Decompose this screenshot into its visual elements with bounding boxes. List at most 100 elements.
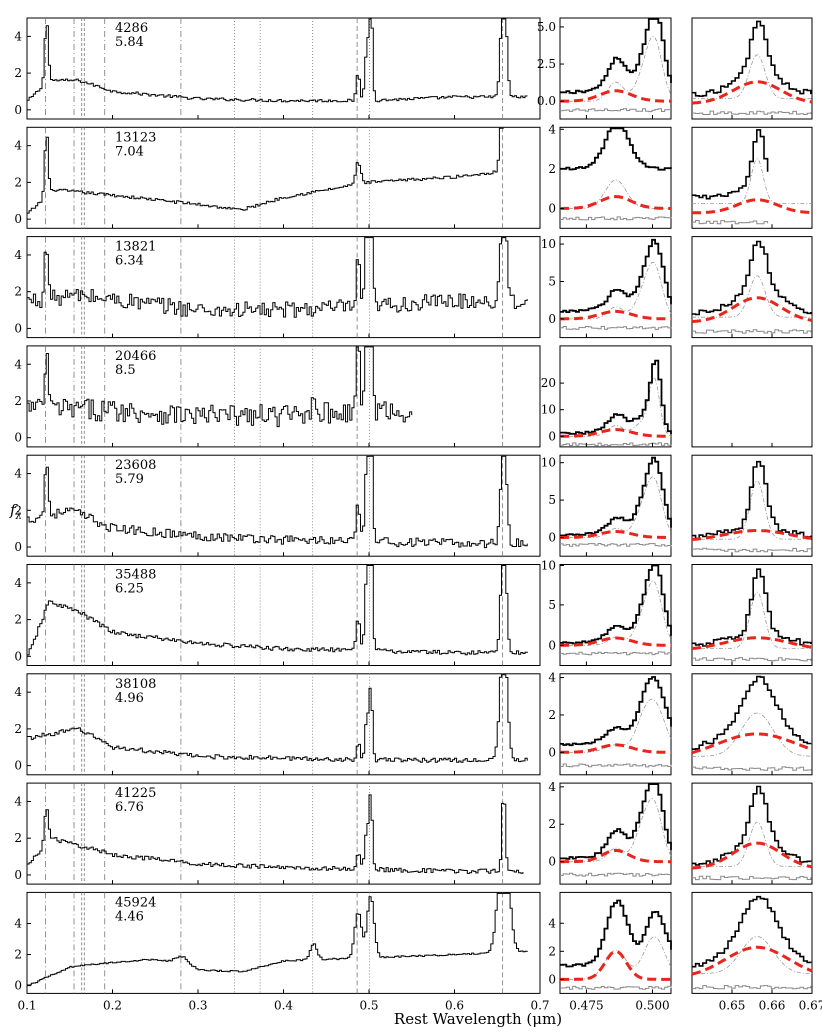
residual-line <box>560 651 672 656</box>
x-tick-label: 0.4 <box>274 998 293 1012</box>
y-tick-label: 10 <box>541 237 556 251</box>
object-id-label: 45924 <box>115 895 156 910</box>
y-tick-label: 4 <box>14 794 22 808</box>
halpha-panel <box>691 673 813 776</box>
y-tick-label: 4 <box>14 467 22 481</box>
object-id-label: 23608 <box>115 458 156 473</box>
hbeta-oiii-panel: 0.0 2.5 5.0 <box>537 17 672 120</box>
hbeta-oiii-panel: 0 10 20 <box>541 345 672 448</box>
y-tick-label: 10 <box>541 456 556 470</box>
y-tick-label: 0 <box>14 759 22 773</box>
ha-spectrum-line <box>692 460 812 540</box>
y-tick-label: 10 <box>541 559 556 573</box>
panel-frame <box>559 236 672 339</box>
y-tick-label: 2 <box>548 162 556 176</box>
ha-spectrum-line <box>692 240 812 316</box>
residual-line <box>692 657 812 662</box>
y-tick-label: 4 <box>14 248 22 262</box>
narrow-model-line <box>692 480 812 540</box>
hbeta-oiii-panel: 0 2 4 <box>548 671 672 776</box>
broad-component-line <box>560 428 672 438</box>
x-tick-label: 0.67 <box>799 998 822 1012</box>
narrow-model-line <box>692 936 813 975</box>
ha-spectrum-line <box>692 895 812 968</box>
redshift-label: 7.04 <box>115 144 144 159</box>
y-tick-label: 4 <box>14 357 22 371</box>
broad-component-line <box>560 636 671 647</box>
y-tick-label: 4 <box>14 29 22 43</box>
y-tick-label: 2 <box>14 831 22 845</box>
panel-frame <box>26 345 541 448</box>
redshift-label: 6.34 <box>115 254 144 269</box>
y-tick-label: 2 <box>14 722 22 736</box>
y-tick-label: 0 <box>548 745 556 759</box>
spectrum-line <box>27 127 504 214</box>
y-tick-label: 0 <box>14 540 22 554</box>
residual-line <box>692 766 812 771</box>
object-id-label: 38108 <box>115 677 156 692</box>
x-tick-label: 0.500 <box>635 998 669 1012</box>
x-tick-label: 0.3 <box>188 998 207 1012</box>
redshift-label: 8.5 <box>115 363 136 378</box>
ha-spectrum-line <box>692 785 812 866</box>
x-tick-label: 0.1 <box>17 998 36 1012</box>
narrow-model-line <box>692 158 812 204</box>
y-tick-label: 0 <box>14 212 22 226</box>
x-tick-label: 0.475 <box>569 998 603 1012</box>
y-tick-label: 2 <box>14 394 22 408</box>
hb-spectrum-line <box>560 676 672 747</box>
hbeta-oiii-panel: 0 2 4 0.475 0.500 <box>548 891 672 1012</box>
y-axis-label: fλ <box>9 501 22 522</box>
y-tick-label: 0 <box>14 321 22 335</box>
object-id-label: 20466 <box>115 349 156 364</box>
residual-line <box>692 547 812 553</box>
residual-line <box>560 543 672 547</box>
broad-component-line <box>691 296 813 324</box>
x-tick-label: 0.2 <box>103 998 122 1012</box>
hbeta-oiii-panel: 0 5 10 <box>541 559 672 666</box>
hb-spectrum-line <box>560 18 672 95</box>
y-tick-label: 0 <box>14 431 22 445</box>
residual-line <box>560 216 672 221</box>
broad-component-line <box>560 743 671 754</box>
hbeta-oiii-panel: 0 2 4 <box>548 780 672 885</box>
object-id-label: 4286 <box>115 21 148 36</box>
y-tick-label: 2 <box>14 66 22 80</box>
y-tick-label: 0 <box>14 979 22 993</box>
y-tick-label: 4 <box>14 685 22 699</box>
ha-spectrum-line <box>692 568 812 647</box>
broad-component-line <box>559 89 672 103</box>
y-tick-label: 0 <box>548 429 556 443</box>
panel-frame <box>26 891 541 994</box>
hbeta-oiii-panel: 0 5 10 <box>541 454 672 557</box>
narrow-model-line <box>560 376 672 437</box>
y-tick-label: 2 <box>548 708 556 722</box>
redshift-label: 6.25 <box>115 582 144 597</box>
broad-component-line <box>560 949 671 981</box>
hbeta-oiii-panel: 0 5 10 <box>541 236 672 339</box>
y-tick-label: 5 <box>548 274 556 288</box>
narrow-model-line <box>692 712 812 757</box>
ha-spectrum-line <box>692 675 812 750</box>
y-tick-label: 5 <box>548 598 556 612</box>
broad-component-line <box>691 732 813 755</box>
hb-spectrum-line <box>560 359 672 435</box>
panel-frame <box>26 17 541 120</box>
x-tick-label: 0.66 <box>759 998 786 1012</box>
object-id-label: 35488 <box>115 568 156 583</box>
hbeta-oiii-panel: 0 2 4 <box>548 122 672 229</box>
narrow-model-line <box>692 591 812 649</box>
y-tick-label: 2 <box>14 175 22 189</box>
panel-frame <box>691 236 813 339</box>
narrow-model-line <box>560 179 671 209</box>
residual-line <box>560 763 672 768</box>
residual-line <box>560 442 672 447</box>
panel-frame <box>559 126 672 229</box>
spectrum-line <box>27 892 528 986</box>
